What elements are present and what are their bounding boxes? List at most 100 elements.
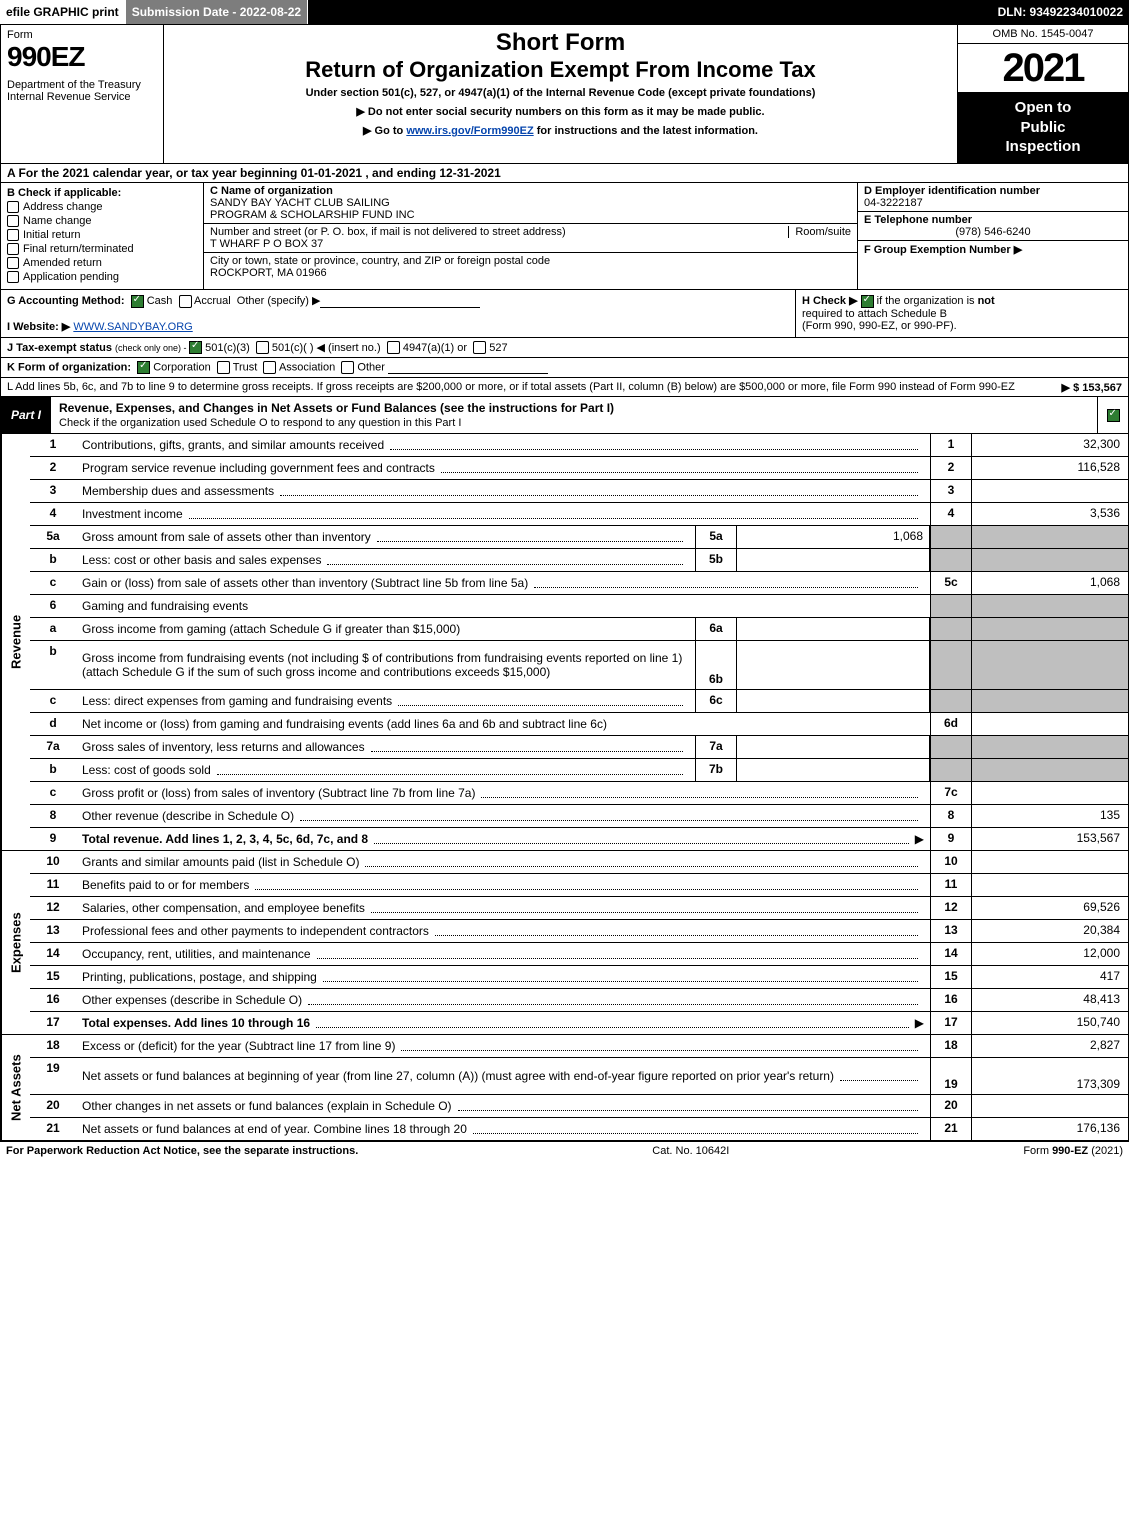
line-desc: Occupancy, rent, utilities, and maintena… xyxy=(82,947,311,961)
ssn-warning: ▶ Do not enter social security numbers o… xyxy=(170,105,951,118)
ein-block: D Employer identification number 04-3222… xyxy=(858,183,1128,212)
line-num: 21 xyxy=(30,1118,76,1140)
line-15: 15 Printing, publications, postage, and … xyxy=(30,966,1128,989)
sub-num: 5a xyxy=(695,526,737,548)
line-desc: Other revenue (describe in Schedule O) xyxy=(82,809,294,823)
j-small: (check only one) - xyxy=(115,343,189,353)
line-num: 7a xyxy=(30,736,76,758)
checkbox-4947[interactable] xyxy=(387,341,400,354)
cb-label: Address change xyxy=(23,201,103,213)
line-val: 116,528 xyxy=(971,457,1128,479)
i-label: I Website: ▶ xyxy=(7,321,70,333)
expenses-tab: Expenses xyxy=(1,851,30,1034)
row-l: L Add lines 5b, 6c, and 7b to line 9 to … xyxy=(0,378,1129,397)
goto-note: ▶ Go to www.irs.gov/Form990EZ for instru… xyxy=(170,124,951,137)
checkbox-application-pending[interactable] xyxy=(7,271,19,283)
part-1-sub: Check if the organization used Schedule … xyxy=(59,417,461,429)
line-num: b xyxy=(30,641,76,689)
cb-label: Amended return xyxy=(23,257,102,269)
line-6c: c Less: direct expenses from gaming and … xyxy=(30,690,1128,713)
part-1-title: Revenue, Expenses, and Changes in Net As… xyxy=(51,397,1097,433)
line-val: 48,413 xyxy=(971,989,1128,1011)
header-left: Form 990EZ Department of the Treasury In… xyxy=(1,25,164,163)
checkbox-name-change[interactable] xyxy=(7,215,19,227)
checkbox-cash[interactable] xyxy=(131,295,144,308)
line-val-shaded xyxy=(971,549,1128,571)
line-num: 4 xyxy=(30,503,76,525)
checkbox-527[interactable] xyxy=(473,341,486,354)
line-num: 1 xyxy=(30,434,76,456)
checkbox-schedule-o[interactable] xyxy=(1107,409,1120,422)
checkbox-address-change[interactable] xyxy=(7,201,19,213)
line-4: 4 Investment income 4 3,536 xyxy=(30,503,1128,526)
cb-label: Initial return xyxy=(23,229,80,241)
footer-right: Form 990-EZ (2021) xyxy=(1023,1145,1123,1157)
line-6: 6 Gaming and fundraising events xyxy=(30,595,1128,618)
h-label: H Check ▶ xyxy=(802,295,858,307)
line-val-shaded xyxy=(971,595,1128,617)
checkbox-initial-return[interactable] xyxy=(7,229,19,241)
line-13: 13 Professional fees and other payments … xyxy=(30,920,1128,943)
line-desc: Gross profit or (loss) from sales of inv… xyxy=(82,786,475,800)
arrow-icon: ▶ xyxy=(915,832,924,846)
line-idx: 8 xyxy=(930,805,971,827)
line-11: 11 Benefits paid to or for members 11 xyxy=(30,874,1128,897)
net-assets-tab: Net Assets xyxy=(1,1035,30,1140)
addr-val: T WHARF P O BOX 37 xyxy=(210,238,323,250)
line-val: 417 xyxy=(971,966,1128,988)
sub-num: 5b xyxy=(695,549,737,571)
line-3: 3 Membership dues and assessments 3 xyxy=(30,480,1128,503)
accrual-label: Accrual xyxy=(194,295,231,307)
checkbox-other-org[interactable] xyxy=(341,361,354,374)
line-idx: 3 xyxy=(930,480,971,502)
line-val: 153,567 xyxy=(971,828,1128,850)
checkbox-schedule-b[interactable] xyxy=(861,295,874,308)
sub-val: 1,068 xyxy=(737,526,930,548)
line-val-shaded xyxy=(971,690,1128,712)
line-6b: b Gross income from fundraising events (… xyxy=(30,641,1128,690)
checkbox-amended-return[interactable] xyxy=(7,257,19,269)
k-pre: K Form of organization: xyxy=(7,362,131,374)
line-2: 2 Program service revenue including gove… xyxy=(30,457,1128,480)
line-idx-shaded xyxy=(930,641,971,689)
sub-val xyxy=(737,549,930,571)
section-b-to-f: B Check if applicable: Address change Na… xyxy=(0,183,1129,291)
line-desc: Gain or (loss) from sale of assets other… xyxy=(82,576,528,590)
line-21: 21 Net assets or fund balances at end of… xyxy=(30,1118,1128,1140)
line-7a: 7a Gross sales of inventory, less return… xyxy=(30,736,1128,759)
line-val: 3,536 xyxy=(971,503,1128,525)
footer-right-post: (2021) xyxy=(1088,1145,1123,1157)
line-6d: d Net income or (loss) from gaming and f… xyxy=(30,713,1128,736)
line-num: 5a xyxy=(30,526,76,548)
line-desc: Total expenses. Add lines 10 through 16 xyxy=(82,1016,310,1030)
checkbox-corporation[interactable] xyxy=(137,361,150,374)
line-idx: 11 xyxy=(930,874,971,896)
sub-num: 6c xyxy=(695,690,737,712)
group-exemption-label: F Group Exemption Number ▶ xyxy=(864,244,1022,256)
revenue-group: Revenue 1 Contributions, gifts, grants, … xyxy=(1,434,1128,851)
line-idx: 7c xyxy=(930,782,971,804)
line-num: 15 xyxy=(30,966,76,988)
k-opt-1: Trust xyxy=(233,362,258,374)
checkbox-final-return[interactable] xyxy=(7,243,19,255)
k-opt-2: Association xyxy=(279,362,335,374)
checkbox-501c[interactable] xyxy=(256,341,269,354)
line-val: 173,309 xyxy=(971,1058,1128,1094)
line-num: a xyxy=(30,618,76,640)
checkbox-association[interactable] xyxy=(263,361,276,374)
line-val xyxy=(971,851,1128,873)
checkbox-accrual[interactable] xyxy=(179,295,192,308)
line-val: 12,000 xyxy=(971,943,1128,965)
other-org-input[interactable] xyxy=(388,362,548,374)
line-idx-shaded xyxy=(930,736,971,758)
irs-link[interactable]: www.irs.gov/Form990EZ xyxy=(406,125,533,137)
part-1-badge: Part I xyxy=(1,397,51,433)
line-idx: 17 xyxy=(930,1012,971,1034)
checkbox-trust[interactable] xyxy=(217,361,230,374)
other-specify-input[interactable] xyxy=(320,296,480,308)
k-opt-0: Corporation xyxy=(153,362,210,374)
checkbox-501c3[interactable] xyxy=(189,341,202,354)
line-val-shaded xyxy=(971,736,1128,758)
website-link[interactable]: WWW.SANDYBAY.ORG xyxy=(73,321,192,333)
line-num: 2 xyxy=(30,457,76,479)
